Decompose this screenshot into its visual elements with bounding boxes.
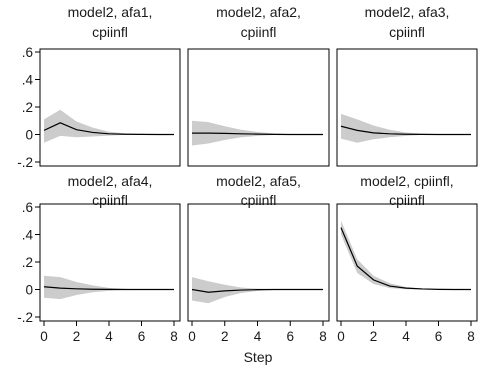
panel-6-ci-band (341, 220, 471, 290)
panel-2-frame (187, 48, 330, 167)
x-tick-label: 6 (286, 329, 294, 344)
y-tick-label: .6 (22, 200, 33, 215)
y-tick-label: 0 (25, 128, 33, 143)
panel-5-title-line1: model2, afa5, (216, 173, 301, 189)
panel-3-title-line1: model2, afa3, (365, 4, 450, 20)
panel-1-ci-band (44, 109, 174, 143)
panel-4-frame (39, 203, 181, 322)
panel-5-frame (187, 203, 330, 322)
y-tick-label: .4 (22, 73, 34, 88)
x-tick-label: 4 (254, 329, 262, 344)
panel-1-irf-line (43, 122, 174, 136)
x-axis-title: Step (244, 349, 273, 365)
panel-4-irf-line (43, 286, 174, 291)
panel-3-frame (336, 48, 478, 167)
y-tick-label: .6 (22, 45, 33, 60)
panel-4-title-line2: cpiinfl (92, 192, 128, 208)
x-tick-label: 6 (435, 329, 443, 344)
panel-6-frame (336, 203, 478, 322)
y-tick-label: .2 (22, 100, 33, 115)
x-tick-label: 2 (370, 329, 378, 344)
panel-1-title-line2: cpiinfl (92, 24, 128, 40)
panel-1-frame (39, 48, 181, 167)
panel-6-title-line1: model2, cpiinfl, (360, 173, 453, 189)
y-tick-label: 0 (25, 283, 33, 298)
panel-1-title-line1: model2, afa1, (68, 4, 153, 20)
y-tick-label: -.2 (17, 155, 33, 170)
panel-6-title-line2: cpiinfl (389, 192, 425, 208)
x-tick-label: 0 (188, 329, 196, 344)
x-tick-label: 6 (138, 329, 146, 344)
x-tick-label: 0 (337, 329, 345, 344)
y-tick-label: -.2 (17, 310, 33, 325)
y-tick-label: .4 (22, 228, 34, 243)
panel-3-title-line2: cpiinfl (389, 24, 425, 40)
x-tick-label: 8 (467, 329, 475, 344)
x-tick-label: 2 (73, 329, 81, 344)
x-tick-label: 0 (40, 329, 48, 344)
panel-2-ci-band (192, 120, 323, 146)
panel-2-title-line1: model2, afa2, (216, 4, 301, 20)
panel-5-title-line2: cpiinfl (241, 192, 277, 208)
panel-3-ci-band (341, 113, 471, 143)
panel-2-title-line2: cpiinfl (241, 24, 277, 40)
x-tick-label: 8 (170, 329, 178, 344)
x-tick-label: 4 (402, 329, 410, 344)
x-tick-label: 8 (319, 329, 327, 344)
panel-5-irf-line (191, 288, 323, 293)
x-tick-label: 4 (105, 329, 113, 344)
panel-4-ci-band (44, 275, 174, 300)
panel-6-irf-line (340, 227, 471, 291)
panel-3-irf-line (340, 125, 471, 136)
panel-2-irf-line (192, 132, 323, 136)
panel-4-title-line1: model2, afa4, (68, 173, 153, 189)
y-tick-label: .2 (22, 255, 33, 270)
x-tick-label: 2 (221, 329, 229, 344)
